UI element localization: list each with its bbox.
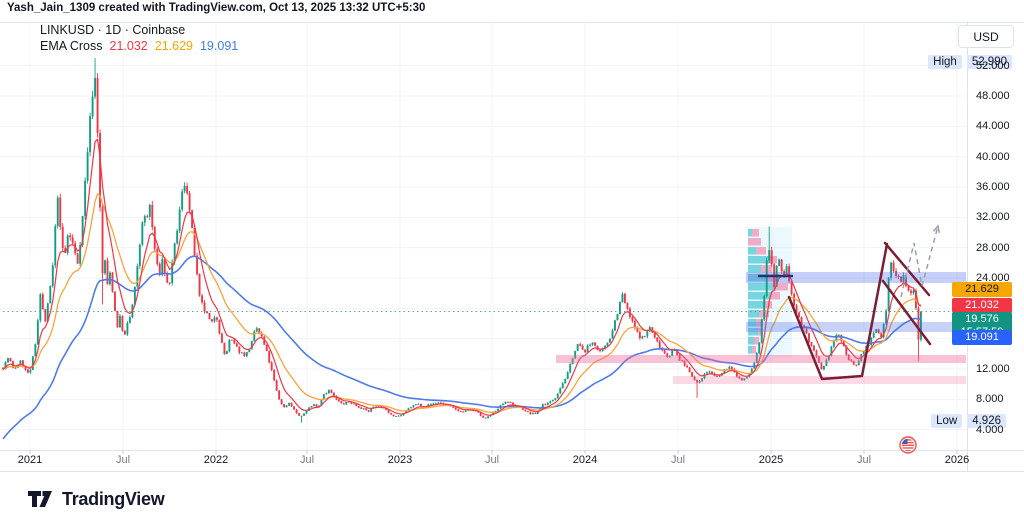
ema-fast-value: 21.032 — [109, 39, 148, 53]
volume-profile-layer — [748, 227, 792, 357]
time-axis-label-2025: 2025 — [758, 454, 784, 466]
symbol-legend: LINKUSD · 1D · Coinbase EMA Cross 21.032 2… — [40, 23, 238, 53]
price-badge-ema-red[interactable]: 21.032 — [952, 298, 1012, 313]
price-tick-label: 24.000 — [976, 272, 1010, 284]
time-axis-label-jul: Jul — [856, 454, 872, 466]
time-axis-label-2023: 2023 — [387, 454, 413, 466]
support-zone-pink-upper — [556, 355, 966, 363]
support-zone-blue-lower — [746, 322, 966, 332]
time-axis-label-2021: 2021 — [17, 454, 43, 466]
price-tick-label: 48.000 — [976, 90, 1010, 102]
symbol-title[interactable]: LINKUSD · 1D · Coinbase — [40, 23, 186, 37]
price-tick-label: 12.000 — [976, 363, 1010, 375]
drawings-layer — [758, 224, 941, 381]
tradingview-logo[interactable]: TradingView — [28, 488, 165, 510]
currency-unit-button[interactable]: USD — [958, 25, 1014, 48]
zones-layer — [556, 272, 966, 384]
price-badge-ema-blue[interactable]: 19.091 — [952, 330, 1012, 345]
time-axis-label-jul: Jul — [670, 454, 686, 466]
price-tick-label: 28.000 — [976, 241, 1010, 254]
cup-trendline — [787, 242, 889, 381]
low-label: Low — [931, 414, 963, 428]
time-axis-label-jul: Jul — [115, 454, 131, 466]
breakout-arrow — [900, 225, 939, 298]
support-zone-pink-lower — [673, 376, 966, 384]
price-tick-label: 36.000 — [976, 181, 1010, 193]
ema-mid-value: 21.629 — [154, 39, 193, 53]
separators-layer — [0, 22, 1024, 472]
economic-event-flag-icon[interactable] — [899, 436, 917, 454]
time-axis-label-2022: 2022 — [203, 454, 229, 466]
low-value: 4.926 — [967, 414, 1006, 428]
high-price-row: High 52.990 — [928, 55, 1012, 69]
price-tick-label: 8.000 — [976, 393, 1004, 406]
time-axis-label-jul: Jul — [299, 454, 315, 466]
resistance-zone-blue-upper — [746, 272, 966, 283]
time-axis-label-jul: Jul — [484, 454, 500, 466]
high-label: High — [928, 55, 962, 69]
tradingview-logo-icon — [28, 491, 52, 507]
high-value: 52.990 — [966, 55, 1012, 69]
price-tick-label: 40.000 — [976, 150, 1010, 163]
ema-layer — [2, 138, 922, 440]
price-tick-label: 44.000 — [976, 120, 1010, 133]
flag-lower-trendline — [881, 279, 932, 346]
price-badge-ema-orange[interactable]: 21.629 — [952, 282, 1012, 297]
price-tick-label: 4.000 — [976, 423, 1004, 436]
attribution-text: Yash_Jain_1309 created with TradingView.… — [7, 2, 426, 14]
low-price-row: Low 4.926 — [931, 414, 1006, 428]
indicator-name: EMA Cross — [40, 39, 103, 53]
indicator-legend[interactable]: EMA Cross 21.032 21.629 19.091 — [40, 39, 238, 53]
tradingview-logo-text: TradingView — [62, 488, 165, 509]
price-tick-label: 52.000 — [976, 59, 1010, 72]
time-axis-label-2026: 2026 — [944, 454, 970, 466]
time-axis-label-2024: 2024 — [572, 454, 598, 466]
grid-layer — [0, 22, 967, 450]
ema-slow-value: 19.091 — [199, 39, 239, 53]
price-tick-label: 32.000 — [976, 211, 1010, 224]
